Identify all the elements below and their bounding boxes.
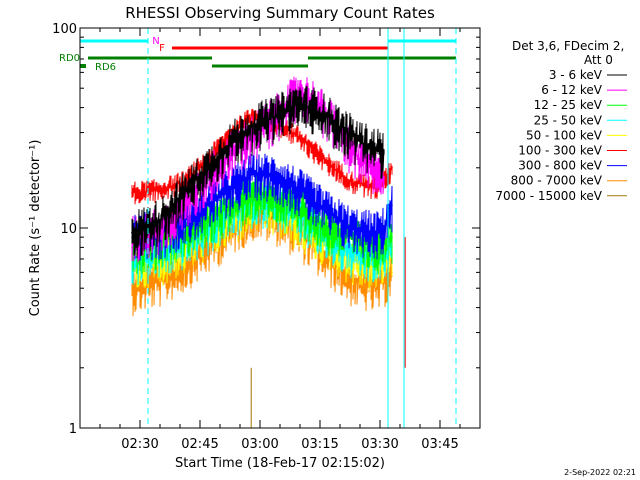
data-point — [311, 106, 313, 109]
legend-label: 800 - 7000 keV — [511, 174, 603, 188]
x-tick-label: 03:15 — [301, 437, 338, 452]
data-point — [255, 123, 257, 126]
data-point — [303, 192, 305, 194]
data-point — [255, 171, 257, 173]
data-point — [159, 218, 161, 221]
legend-label: 3 - 6 keV — [549, 68, 603, 82]
data-point — [375, 147, 377, 150]
data-point — [383, 227, 385, 229]
data-point — [359, 140, 361, 143]
series-3-6-kev — [131, 86, 385, 259]
data-point — [207, 204, 209, 206]
x-tick-label: 03:45 — [421, 437, 458, 452]
data-point — [183, 192, 185, 194]
data-point — [383, 176, 385, 178]
flag-label-f: F — [159, 43, 165, 54]
data-point — [303, 211, 305, 213]
data-point — [351, 181, 353, 183]
legend-label: 300 - 800 keV — [518, 159, 602, 173]
data-point — [279, 176, 281, 178]
x-axis: 02:30 02:45 03:00 03:15 03:30 03:45 — [99, 28, 461, 452]
data-point — [391, 236, 393, 238]
data-point — [207, 167, 209, 169]
y-tick-label: 10 — [60, 222, 77, 237]
data-point — [131, 287, 133, 290]
y-axis: 1 10 100 — [52, 22, 480, 437]
legend-label: 12 - 25 keV — [534, 98, 603, 112]
vertical-markers — [147, 28, 457, 428]
legend-label: 6 - 12 keV — [541, 83, 603, 97]
flag-label-rd6: RD6 — [95, 62, 116, 73]
data-point — [327, 211, 329, 213]
data-point — [351, 279, 353, 281]
data-point — [327, 162, 329, 165]
data-point — [391, 204, 393, 206]
legend-label: 7000 - 15000 keV — [495, 189, 602, 203]
data-point — [375, 171, 377, 173]
legend-header: Det 3,6, FDecim 2, — [512, 39, 624, 53]
y-axis-label: Count Rate (s⁻¹ detector⁻¹) — [28, 140, 43, 317]
legend-label: 100 - 300 keV — [518, 144, 602, 158]
data-point — [131, 231, 133, 234]
data-point — [375, 231, 377, 234]
x-tick-label: 03:30 — [361, 437, 398, 452]
chart-title: RHESSI Observing Summary Count Rates — [125, 4, 435, 22]
legend-label: 25 - 50 keV — [534, 113, 603, 127]
data-point — [207, 218, 209, 221]
rd6-marker — [80, 64, 86, 68]
x-axis-label: Start Time (18-Feb-17 02:15:02) — [175, 456, 385, 471]
data-point — [375, 287, 377, 290]
series-line — [131, 86, 385, 259]
flag-label-rd0: RD0 — [59, 53, 80, 64]
data-point — [327, 258, 329, 260]
data-point — [343, 128, 345, 131]
flag-bars: NF RD0 RD6 — [59, 36, 456, 73]
data-point — [351, 227, 353, 229]
x-tick-label: 02:30 — [121, 437, 158, 452]
timestamp: 2-Sep-2022 02:21 — [564, 468, 636, 477]
x-tick-label: 02:45 — [181, 437, 218, 452]
data-point — [255, 113, 257, 116]
flag-label-n: N — [152, 36, 159, 47]
data-point — [327, 227, 329, 229]
data-point — [231, 186, 233, 188]
legend-header-line2: Att 0 — [584, 53, 613, 67]
data-point — [391, 167, 393, 169]
data-point — [295, 102, 297, 105]
y-tick-label: 1 — [69, 422, 77, 437]
data-point — [183, 218, 185, 221]
data-point — [359, 158, 361, 161]
data-layer — [131, 76, 393, 317]
data-point — [231, 140, 233, 143]
y-tick-label: 100 — [52, 22, 77, 37]
data-point — [131, 192, 133, 194]
x-tick-label: 03:00 — [241, 437, 278, 452]
data-point — [279, 113, 281, 116]
data-point — [383, 151, 385, 153]
data-point — [159, 189, 161, 191]
data-point — [351, 252, 353, 254]
data-point — [303, 140, 305, 143]
data-point — [327, 115, 329, 118]
data-point — [303, 218, 305, 221]
legend-label: 50 - 100 keV — [526, 128, 603, 142]
